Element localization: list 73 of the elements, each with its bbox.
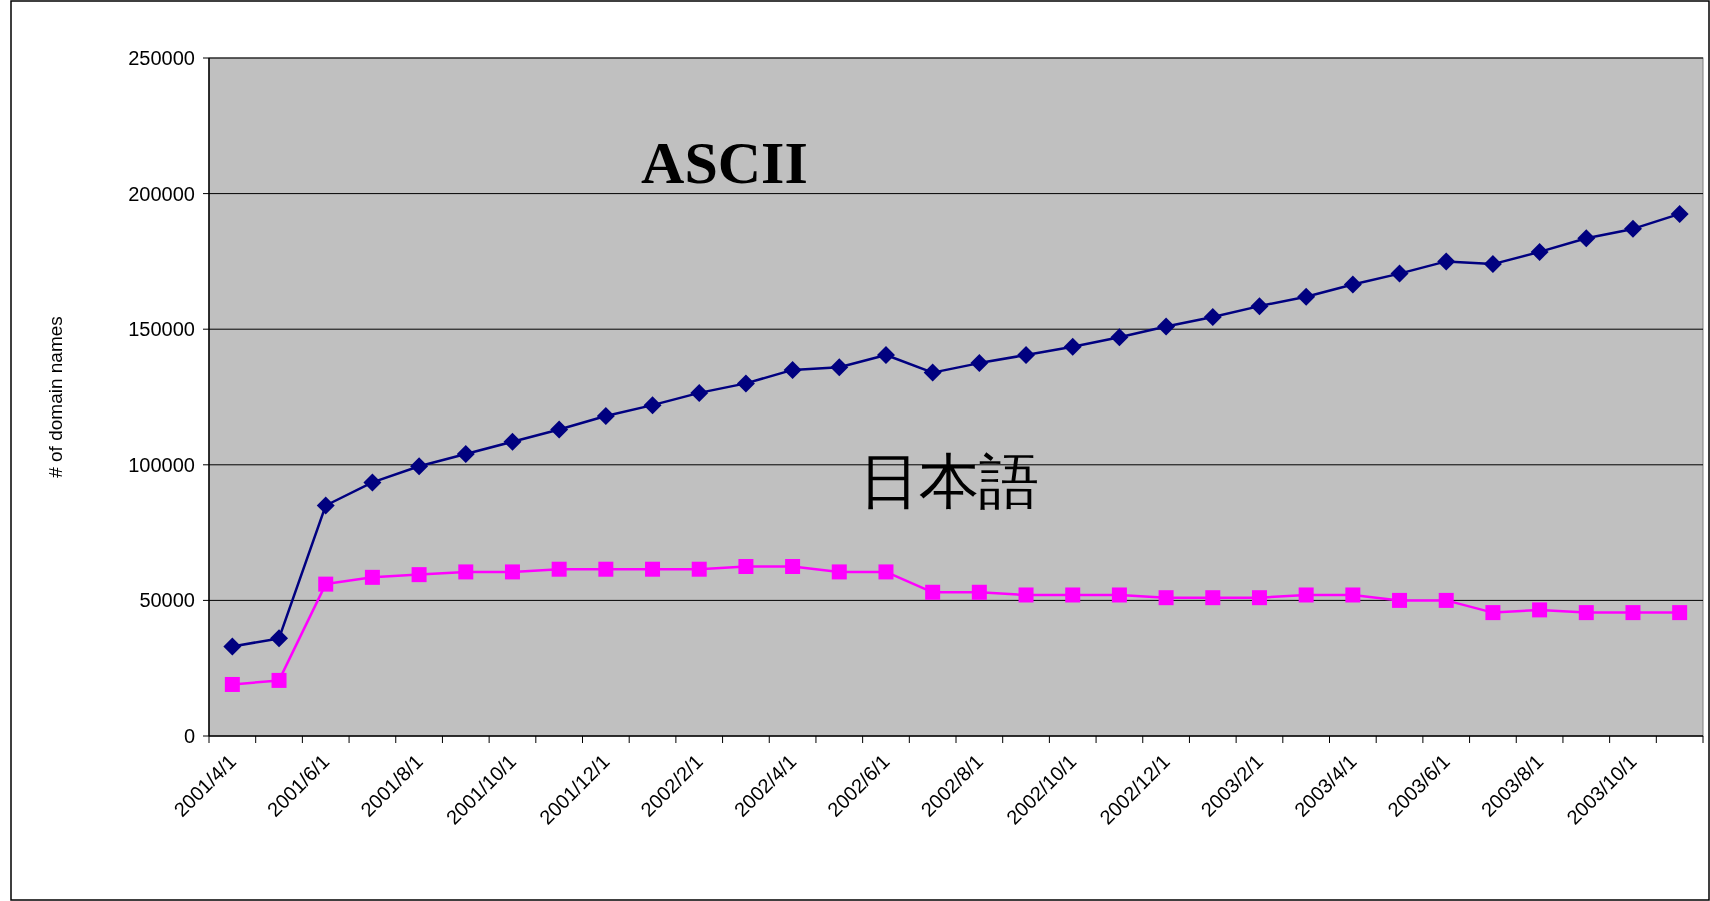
point: [736, 374, 755, 393]
point: [1065, 587, 1081, 603]
y-tick-label: 200000: [128, 182, 195, 205]
point: [1438, 592, 1454, 608]
point: [1530, 242, 1549, 261]
point: [643, 396, 662, 415]
point: [925, 584, 941, 600]
point: [1670, 204, 1689, 223]
point: [971, 584, 987, 600]
point: [1158, 590, 1174, 606]
point: [1578, 605, 1594, 621]
point: [551, 561, 567, 577]
point: [831, 564, 847, 580]
point: [1157, 317, 1176, 336]
point: [598, 561, 614, 577]
point: [410, 457, 429, 476]
series-label: 日本語: [858, 448, 1039, 516]
point: [364, 569, 380, 585]
point: [1203, 308, 1222, 326]
text: ASCII: [641, 130, 808, 197]
point: [1623, 219, 1642, 238]
point: [1485, 605, 1501, 621]
point: [1672, 605, 1688, 621]
point: [830, 358, 849, 377]
point: [1483, 255, 1502, 274]
point: [645, 561, 661, 577]
point: [316, 496, 335, 515]
point: [1250, 297, 1269, 316]
point: [1111, 587, 1127, 603]
point: [271, 672, 287, 688]
point: [1532, 602, 1548, 618]
point: [1205, 590, 1221, 606]
point: [970, 354, 989, 373]
point: [878, 564, 894, 580]
point: [318, 576, 334, 592]
point: [363, 473, 382, 492]
point: [738, 559, 754, 574]
point: [923, 363, 942, 382]
point: [503, 432, 522, 451]
y-tick-label: 150000: [128, 318, 195, 341]
point: [1251, 590, 1267, 606]
y-tick-label: 250000: [128, 47, 195, 69]
point: [596, 406, 615, 425]
point: [1298, 587, 1314, 603]
y-tick-label: 0: [183, 725, 195, 747]
point: [504, 564, 520, 580]
point: [224, 676, 240, 692]
point: [1018, 587, 1034, 603]
point: [1345, 587, 1361, 603]
point: [1577, 229, 1596, 248]
point: [411, 567, 427, 583]
point: [783, 360, 802, 379]
point: [456, 444, 475, 463]
point: [1625, 605, 1641, 621]
y-axis-title: # of domain names: [45, 316, 66, 478]
point: [1063, 337, 1082, 356]
point: [690, 383, 709, 402]
y-tick-label: 50000: [139, 589, 195, 612]
point: [785, 559, 801, 574]
point: [1437, 252, 1456, 271]
point: [458, 564, 474, 580]
point: [1297, 287, 1316, 306]
point: [1017, 345, 1036, 364]
point: [270, 629, 289, 648]
y-tick-label: 100000: [128, 453, 195, 476]
point: [691, 561, 707, 577]
point: [223, 637, 242, 656]
point: [550, 420, 569, 439]
point: [1392, 592, 1408, 608]
point: [1390, 264, 1409, 283]
point: [1343, 275, 1362, 294]
point: [1110, 328, 1129, 347]
point: [876, 345, 895, 364]
